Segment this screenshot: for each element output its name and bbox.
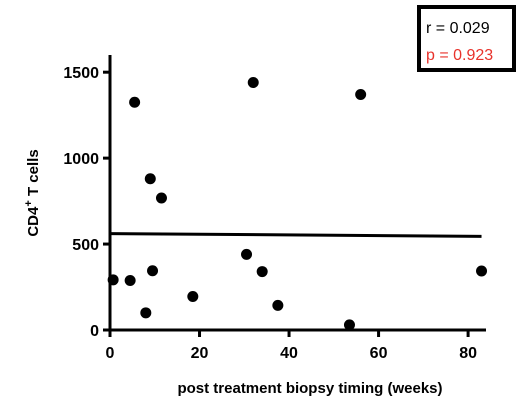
r-value-label: r = 0.029 bbox=[426, 20, 490, 37]
x-tick-label: 40 bbox=[280, 345, 298, 362]
y-tick-label: 500 bbox=[72, 237, 99, 254]
stats-box bbox=[417, 5, 516, 72]
y-tick-label: 1500 bbox=[63, 65, 99, 82]
y-axis-title-superscript: + bbox=[23, 200, 35, 206]
data-point bbox=[247, 77, 259, 88]
x-tick-label: 20 bbox=[191, 345, 209, 362]
y-tick-label: 0 bbox=[90, 323, 99, 340]
y-tick-label: 1000 bbox=[63, 151, 99, 168]
data-point bbox=[256, 266, 268, 278]
regression-line bbox=[109, 232, 482, 238]
x-axis-ticks: 0 20 40 60 80 bbox=[106, 330, 477, 362]
y-axis-title-rest: T cells bbox=[25, 149, 42, 200]
x-tick-label: 0 bbox=[106, 345, 115, 362]
x-tick-label: 80 bbox=[459, 345, 477, 362]
data-point bbox=[124, 275, 136, 286]
data-point bbox=[155, 192, 167, 204]
y-axis-ticks: 0 500 1000 1500 bbox=[63, 65, 110, 340]
x-tick-label: 60 bbox=[370, 345, 388, 362]
y-axis-title-main: CD4 bbox=[25, 206, 42, 237]
p-value-label: p = 0.923 bbox=[426, 47, 493, 64]
data-point bbox=[476, 265, 488, 277]
data-points bbox=[107, 77, 488, 331]
data-point bbox=[343, 319, 355, 331]
x-axis-title: post treatment biopsy timing (weeks) bbox=[177, 380, 442, 397]
data-point bbox=[147, 265, 159, 277]
y-axis-title: CD4+ T cells bbox=[23, 149, 42, 236]
data-point bbox=[272, 299, 284, 311]
data-point bbox=[129, 96, 141, 108]
data-point bbox=[144, 173, 156, 185]
data-point bbox=[241, 248, 253, 260]
data-point bbox=[140, 307, 152, 319]
data-point bbox=[187, 290, 199, 302]
data-point bbox=[355, 89, 367, 101]
